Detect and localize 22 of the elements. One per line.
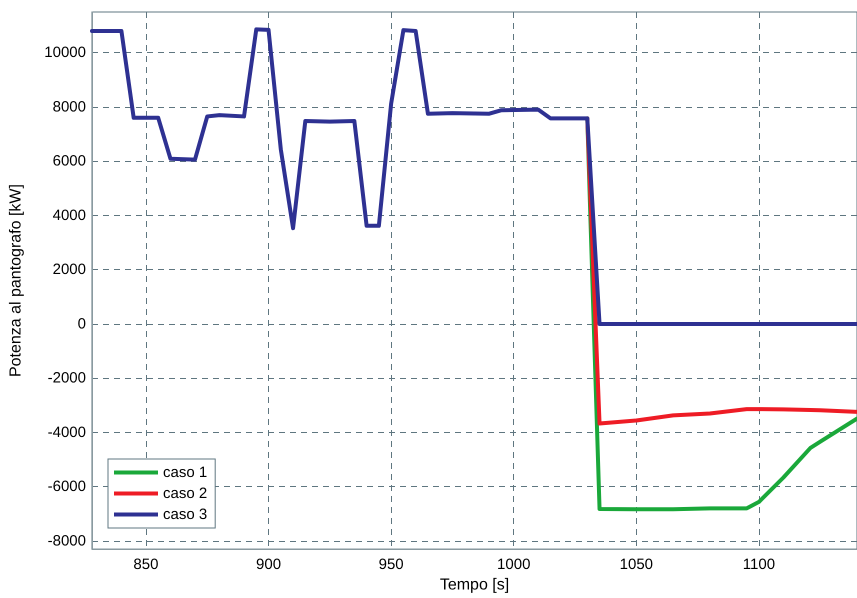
x-tick-label: 1100 <box>742 556 776 574</box>
y-axis-title: Potenza al pantografo [kW] <box>8 184 24 378</box>
x-axis-title: Tempo [s] <box>440 576 510 594</box>
y-tick-label: 4000 <box>52 206 86 224</box>
y-tick-label: 6000 <box>52 152 86 170</box>
y-tick-label: -8000 <box>48 532 86 550</box>
y-tick-label: 2000 <box>52 261 86 278</box>
y-tick-label: -2000 <box>48 370 86 387</box>
legend-label: caso 3 <box>163 506 208 523</box>
y-tick-label: 10000 <box>44 44 86 62</box>
x-tick-label: 1050 <box>620 556 654 574</box>
line-series <box>90 27 857 326</box>
legend-label: caso 1 <box>163 464 208 481</box>
x-tick-label: 850 <box>133 556 158 574</box>
y-tick-label: -4000 <box>48 424 86 441</box>
y-tick-label: -6000 <box>48 478 86 496</box>
x-tick-label: 950 <box>378 556 404 574</box>
y-tick-label: 8000 <box>52 98 86 116</box>
x-tick-label: 1000 <box>497 556 530 574</box>
legend-label: caso 2 <box>163 485 208 502</box>
x-tick-label: 900 <box>256 556 282 574</box>
y-tick-label: 0 <box>78 315 86 332</box>
